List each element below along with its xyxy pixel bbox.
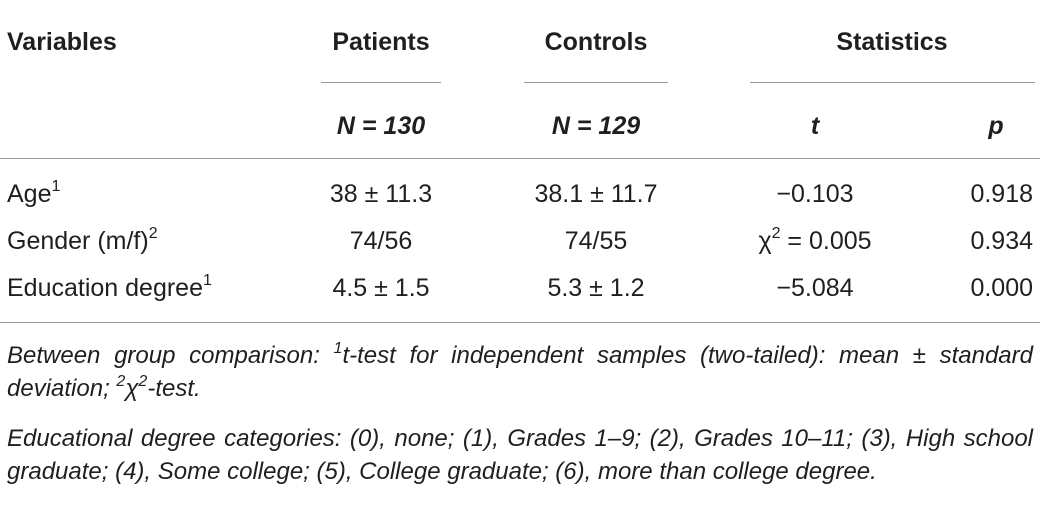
patients-rule xyxy=(321,82,441,83)
controls-rule xyxy=(524,82,668,83)
gender-p: 0.934 xyxy=(970,227,1033,255)
age-patients: 38 ± 11.3 xyxy=(329,180,433,208)
header-patients: Patients xyxy=(332,28,430,56)
header-n-controls: N = 129 xyxy=(551,112,641,140)
education-p: 0.000 xyxy=(970,274,1033,302)
footnote-comparison: Between group comparison: 1t-test for in… xyxy=(7,340,1033,403)
header-p: p xyxy=(988,112,1004,140)
education-patients: 4.5 ± 1.5 xyxy=(332,274,430,302)
education-t: −5.084 xyxy=(776,274,854,302)
gender-controls: 74/55 xyxy=(564,227,628,255)
table-bottom-rule xyxy=(0,322,1040,323)
age-t: −0.103 xyxy=(776,180,854,208)
header-variables: Variables xyxy=(7,28,117,56)
gender-patients: 74/56 xyxy=(349,227,413,255)
row-label-age: Age1 xyxy=(7,178,61,209)
age-controls: 38.1 ± 11.7 xyxy=(534,180,658,208)
gender-chi-square: χ2 = 0.005 xyxy=(758,225,872,256)
statistics-rule xyxy=(750,82,1035,83)
header-controls: Controls xyxy=(544,28,648,56)
row-label-gender: Gender (m/f)2 xyxy=(7,225,158,256)
row-label-education: Education degree1 xyxy=(7,272,212,303)
header-bottom-rule xyxy=(0,158,1040,159)
age-p: 0.918 xyxy=(970,180,1033,208)
footnote-education-categories: Educational degree categories: (0), none… xyxy=(7,425,1033,485)
header-statistics: Statistics xyxy=(836,28,948,56)
education-controls: 5.3 ± 1.2 xyxy=(547,274,645,302)
header-n-patients: N = 130 xyxy=(336,112,426,140)
header-t: t xyxy=(810,112,820,140)
